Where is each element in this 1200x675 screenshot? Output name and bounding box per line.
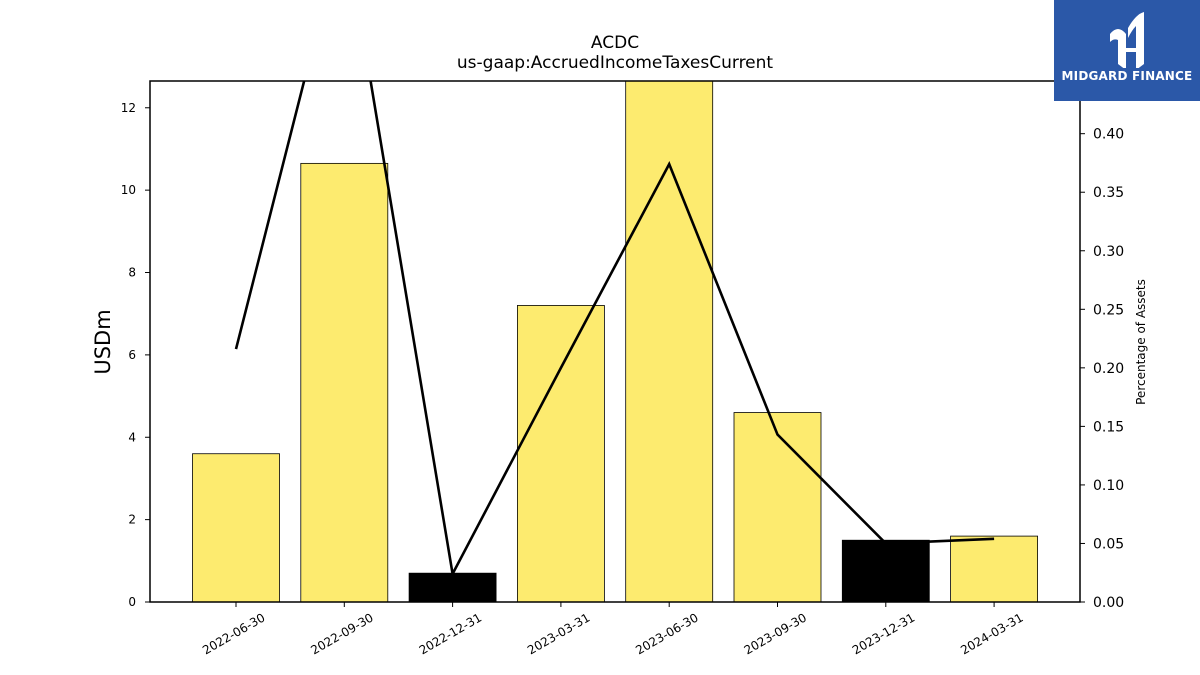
bar-2022-12-31: [408, 572, 497, 602]
bar-2022-09-30: [300, 162, 389, 602]
chart-title: ACDC: [591, 33, 639, 53]
y2-tick-label: 0.25: [1093, 302, 1124, 318]
y2-tick-label: 0.35: [1093, 185, 1124, 201]
y2-tick-label: 0.40: [1093, 127, 1124, 143]
x-tick-label: 2023-06-30: [633, 610, 700, 657]
y-tick-label: 12: [121, 101, 136, 115]
y-tick-label: 4: [128, 430, 136, 444]
x-tick-label: 2022-09-30: [308, 610, 375, 657]
bar-2023-09-30: [733, 412, 822, 602]
logo-mark-icon: [1110, 12, 1144, 68]
y2-tick-label: 0.05: [1093, 536, 1124, 552]
y2-axis-label: Percentage of Assets: [1134, 279, 1148, 405]
y-tick-label: 2: [128, 513, 136, 527]
chart-subtitle: us-gaap:AccruedIncomeTaxesCurrent: [457, 53, 774, 73]
y-tick-label: 8: [128, 266, 136, 280]
bar-2023-06-30: [625, 81, 714, 602]
pct-assets-line: [234, 81, 995, 578]
y-tick-label: 0: [128, 595, 136, 609]
plot-frame: [149, 80, 1081, 603]
x-tick-label: 2023-09-30: [742, 610, 809, 657]
y2-tick-label: 0.00: [1093, 595, 1124, 611]
x-tick-label: 2022-06-30: [200, 610, 267, 657]
logo-text: MIDGARD FINANCE: [1061, 69, 1193, 83]
x-tick-label: 2024-03-31: [958, 610, 1025, 657]
y2-tick-label: 0.20: [1093, 361, 1124, 377]
bar-2024-03-31: [950, 535, 1038, 602]
x-tick-label: 2023-12-31: [850, 610, 917, 657]
y2-tick-label: 0.15: [1093, 419, 1124, 435]
midgard-finance-logo: MIDGARD FINANCE: [1054, 0, 1200, 101]
x-tick-label: 2023-03-31: [525, 610, 592, 657]
y-axis-label: USDm: [91, 309, 115, 374]
y2-tick-label: 0.30: [1093, 244, 1124, 260]
y-tick-label: 10: [121, 183, 136, 197]
bar-2023-03-31: [517, 305, 605, 602]
bar-2023-12-31: [841, 539, 930, 602]
y-tick-label: 6: [128, 348, 136, 362]
line-group: [234, 81, 995, 578]
bar-2022-06-30: [192, 453, 280, 602]
x-tick-label: 2022-12-31: [417, 610, 484, 657]
y2-tick-label: 0.10: [1093, 478, 1124, 494]
bars-group: [192, 81, 1038, 602]
